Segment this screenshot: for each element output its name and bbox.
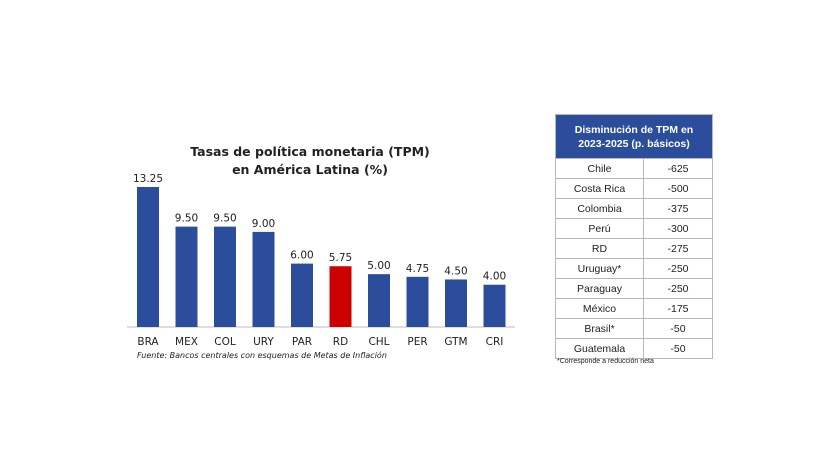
- x-tick-label: CHL: [368, 336, 389, 348]
- value-cell: -375: [643, 198, 713, 219]
- chart-title-line-2: en América Latina (%): [232, 162, 388, 177]
- x-tick-label: URY: [253, 336, 274, 348]
- country-cell: RD: [555, 238, 644, 259]
- table-header-line-1: Disminución de TPM en: [574, 123, 694, 136]
- data-label: 9.50: [175, 213, 198, 225]
- data-label: 4.50: [444, 265, 467, 277]
- table-row: Colombia -375: [555, 198, 713, 219]
- bar-bra: [137, 187, 159, 327]
- table-row: México -175: [555, 298, 713, 319]
- table-row: Paraguay -250: [555, 278, 713, 299]
- country-cell: México: [555, 298, 644, 319]
- country-cell: Costa Rica: [555, 178, 644, 199]
- table-row: Uruguay* -250: [555, 258, 713, 279]
- value-cell: -275: [643, 238, 713, 259]
- value-cell: -50: [643, 318, 713, 339]
- value-cell: -250: [643, 258, 713, 279]
- data-label: 4.75: [406, 263, 429, 275]
- bar-chl: [368, 274, 390, 327]
- bar-cri: [483, 284, 506, 327]
- data-label: 5.75: [329, 252, 352, 264]
- chart-source: Fuente: Bancos centrales con esquemas de…: [137, 351, 387, 360]
- x-tick-label: CRI: [486, 336, 504, 348]
- country-cell: Uruguay*: [555, 258, 644, 279]
- x-tick-label: GTM: [444, 336, 467, 348]
- data-label: 9.00: [252, 218, 275, 230]
- data-label: 6.00: [290, 250, 313, 262]
- data-label: 4.00: [483, 271, 506, 283]
- x-tick-label: MEX: [175, 336, 198, 348]
- country-cell: Guatemala: [555, 338, 644, 359]
- table-row: Guatemala -50: [555, 338, 713, 359]
- chart-title-line-1: Tasas de política monetaria (TPM): [190, 144, 430, 159]
- x-tick-label: RD: [333, 336, 348, 348]
- value-cell: -500: [643, 178, 713, 199]
- country-cell: Perú: [555, 218, 644, 239]
- bar-per: [406, 276, 429, 327]
- value-cell: -300: [643, 218, 713, 239]
- value-cell: -175: [643, 298, 713, 319]
- data-label: 13.25: [133, 173, 163, 185]
- bar-mex: [175, 226, 198, 327]
- table-header: Disminución de TPM en 2023-2025 (p. bási…: [555, 114, 713, 159]
- data-label: 9.50: [213, 213, 236, 225]
- x-tick-label: COL: [214, 336, 236, 348]
- x-tick-label: BRA: [137, 336, 159, 348]
- bar-par: [291, 263, 313, 327]
- table-header-line-2: 2023-2025 (p. básicos): [578, 137, 690, 150]
- value-cell: -50: [643, 338, 713, 359]
- table-footnote: *Corresponde a reducción neta: [557, 358, 654, 365]
- table-row: RD -275: [555, 238, 713, 259]
- value-cell: -625: [643, 158, 713, 179]
- bar-gtm: [445, 279, 467, 327]
- data-label: 5.00: [367, 260, 390, 272]
- x-tick-label: PAR: [292, 336, 312, 348]
- bar-ury: [252, 231, 275, 327]
- table-row: Perú -300: [555, 218, 713, 239]
- tpm-reduction-table: Disminución de TPM en 2023-2025 (p. bási…: [555, 114, 713, 359]
- table-row: Brasil* -50: [555, 318, 713, 339]
- country-cell: Colombia: [555, 198, 644, 219]
- chart-title: Tasas de política monetaria (TPM) en Amé…: [160, 143, 460, 179]
- value-cell: -250: [643, 278, 713, 299]
- country-cell: Chile: [555, 158, 644, 179]
- x-tick-label: PER: [407, 336, 427, 348]
- country-cell: Paraguay: [555, 278, 644, 299]
- table-row: Costa Rica -500: [555, 178, 713, 199]
- bar-rd: [329, 266, 352, 327]
- bar-col: [214, 226, 236, 327]
- table-row: Chile -625: [555, 158, 713, 179]
- country-cell: Brasil*: [555, 318, 644, 339]
